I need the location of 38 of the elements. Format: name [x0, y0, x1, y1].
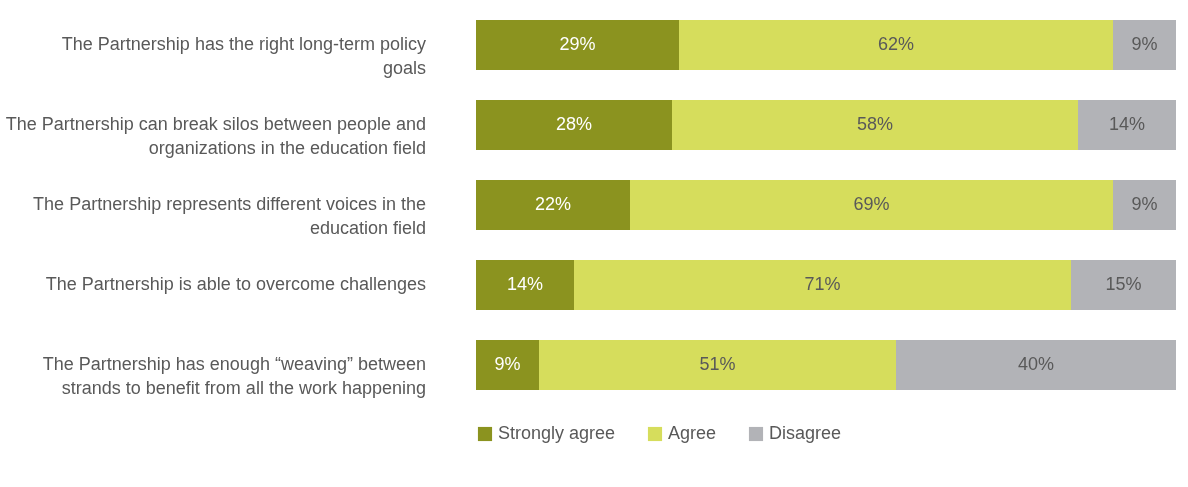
legend-label: Agree — [668, 423, 717, 443]
data-label: 14% — [1108, 114, 1146, 134]
data-label: 62% — [877, 34, 915, 54]
data-label: 69% — [853, 194, 890, 214]
bar — [672, 100, 1078, 150]
data-label: 22% — [534, 194, 572, 214]
data-label: 71% — [804, 274, 841, 294]
legend-label: Strongly agree — [498, 423, 616, 443]
bar — [1113, 20, 1176, 70]
data-label: 51% — [699, 354, 736, 374]
y-tick-label: The Partnership has enough “weaving” between strands to benefit from all the work happening — [42, 354, 426, 398]
bar — [476, 180, 630, 230]
bar — [1071, 260, 1176, 310]
data-label: 40% — [1017, 354, 1055, 374]
bar — [1113, 180, 1176, 230]
data-label: 28% — [555, 114, 593, 134]
bar — [476, 260, 574, 310]
bar — [896, 340, 1176, 390]
bar — [476, 340, 539, 390]
bar — [1078, 100, 1176, 150]
y-tick-label: The Partnership has the right long-term policy goals — [61, 34, 426, 78]
data-label: 9% — [1131, 34, 1158, 54]
data-label: 14% — [506, 274, 544, 294]
legend-label: Disagree — [769, 423, 842, 443]
y-tick-label: The Partnership is able to overcome challenges — [45, 274, 426, 294]
data-label: 58% — [856, 114, 894, 134]
bar — [476, 100, 672, 150]
bar — [539, 340, 896, 390]
y-tick-label: The Partnership can break silos between people and organizations in the education field — [5, 114, 426, 158]
data-label: 9% — [1131, 194, 1158, 214]
data-label: 15% — [1105, 274, 1142, 294]
y-tick-label: The Partnership represents different voices in the education field — [33, 194, 426, 238]
bar — [476, 20, 679, 70]
bar — [679, 20, 1113, 70]
bar — [574, 260, 1071, 310]
data-label: 9% — [494, 354, 521, 374]
bar — [630, 180, 1113, 230]
data-label: 29% — [559, 34, 596, 54]
